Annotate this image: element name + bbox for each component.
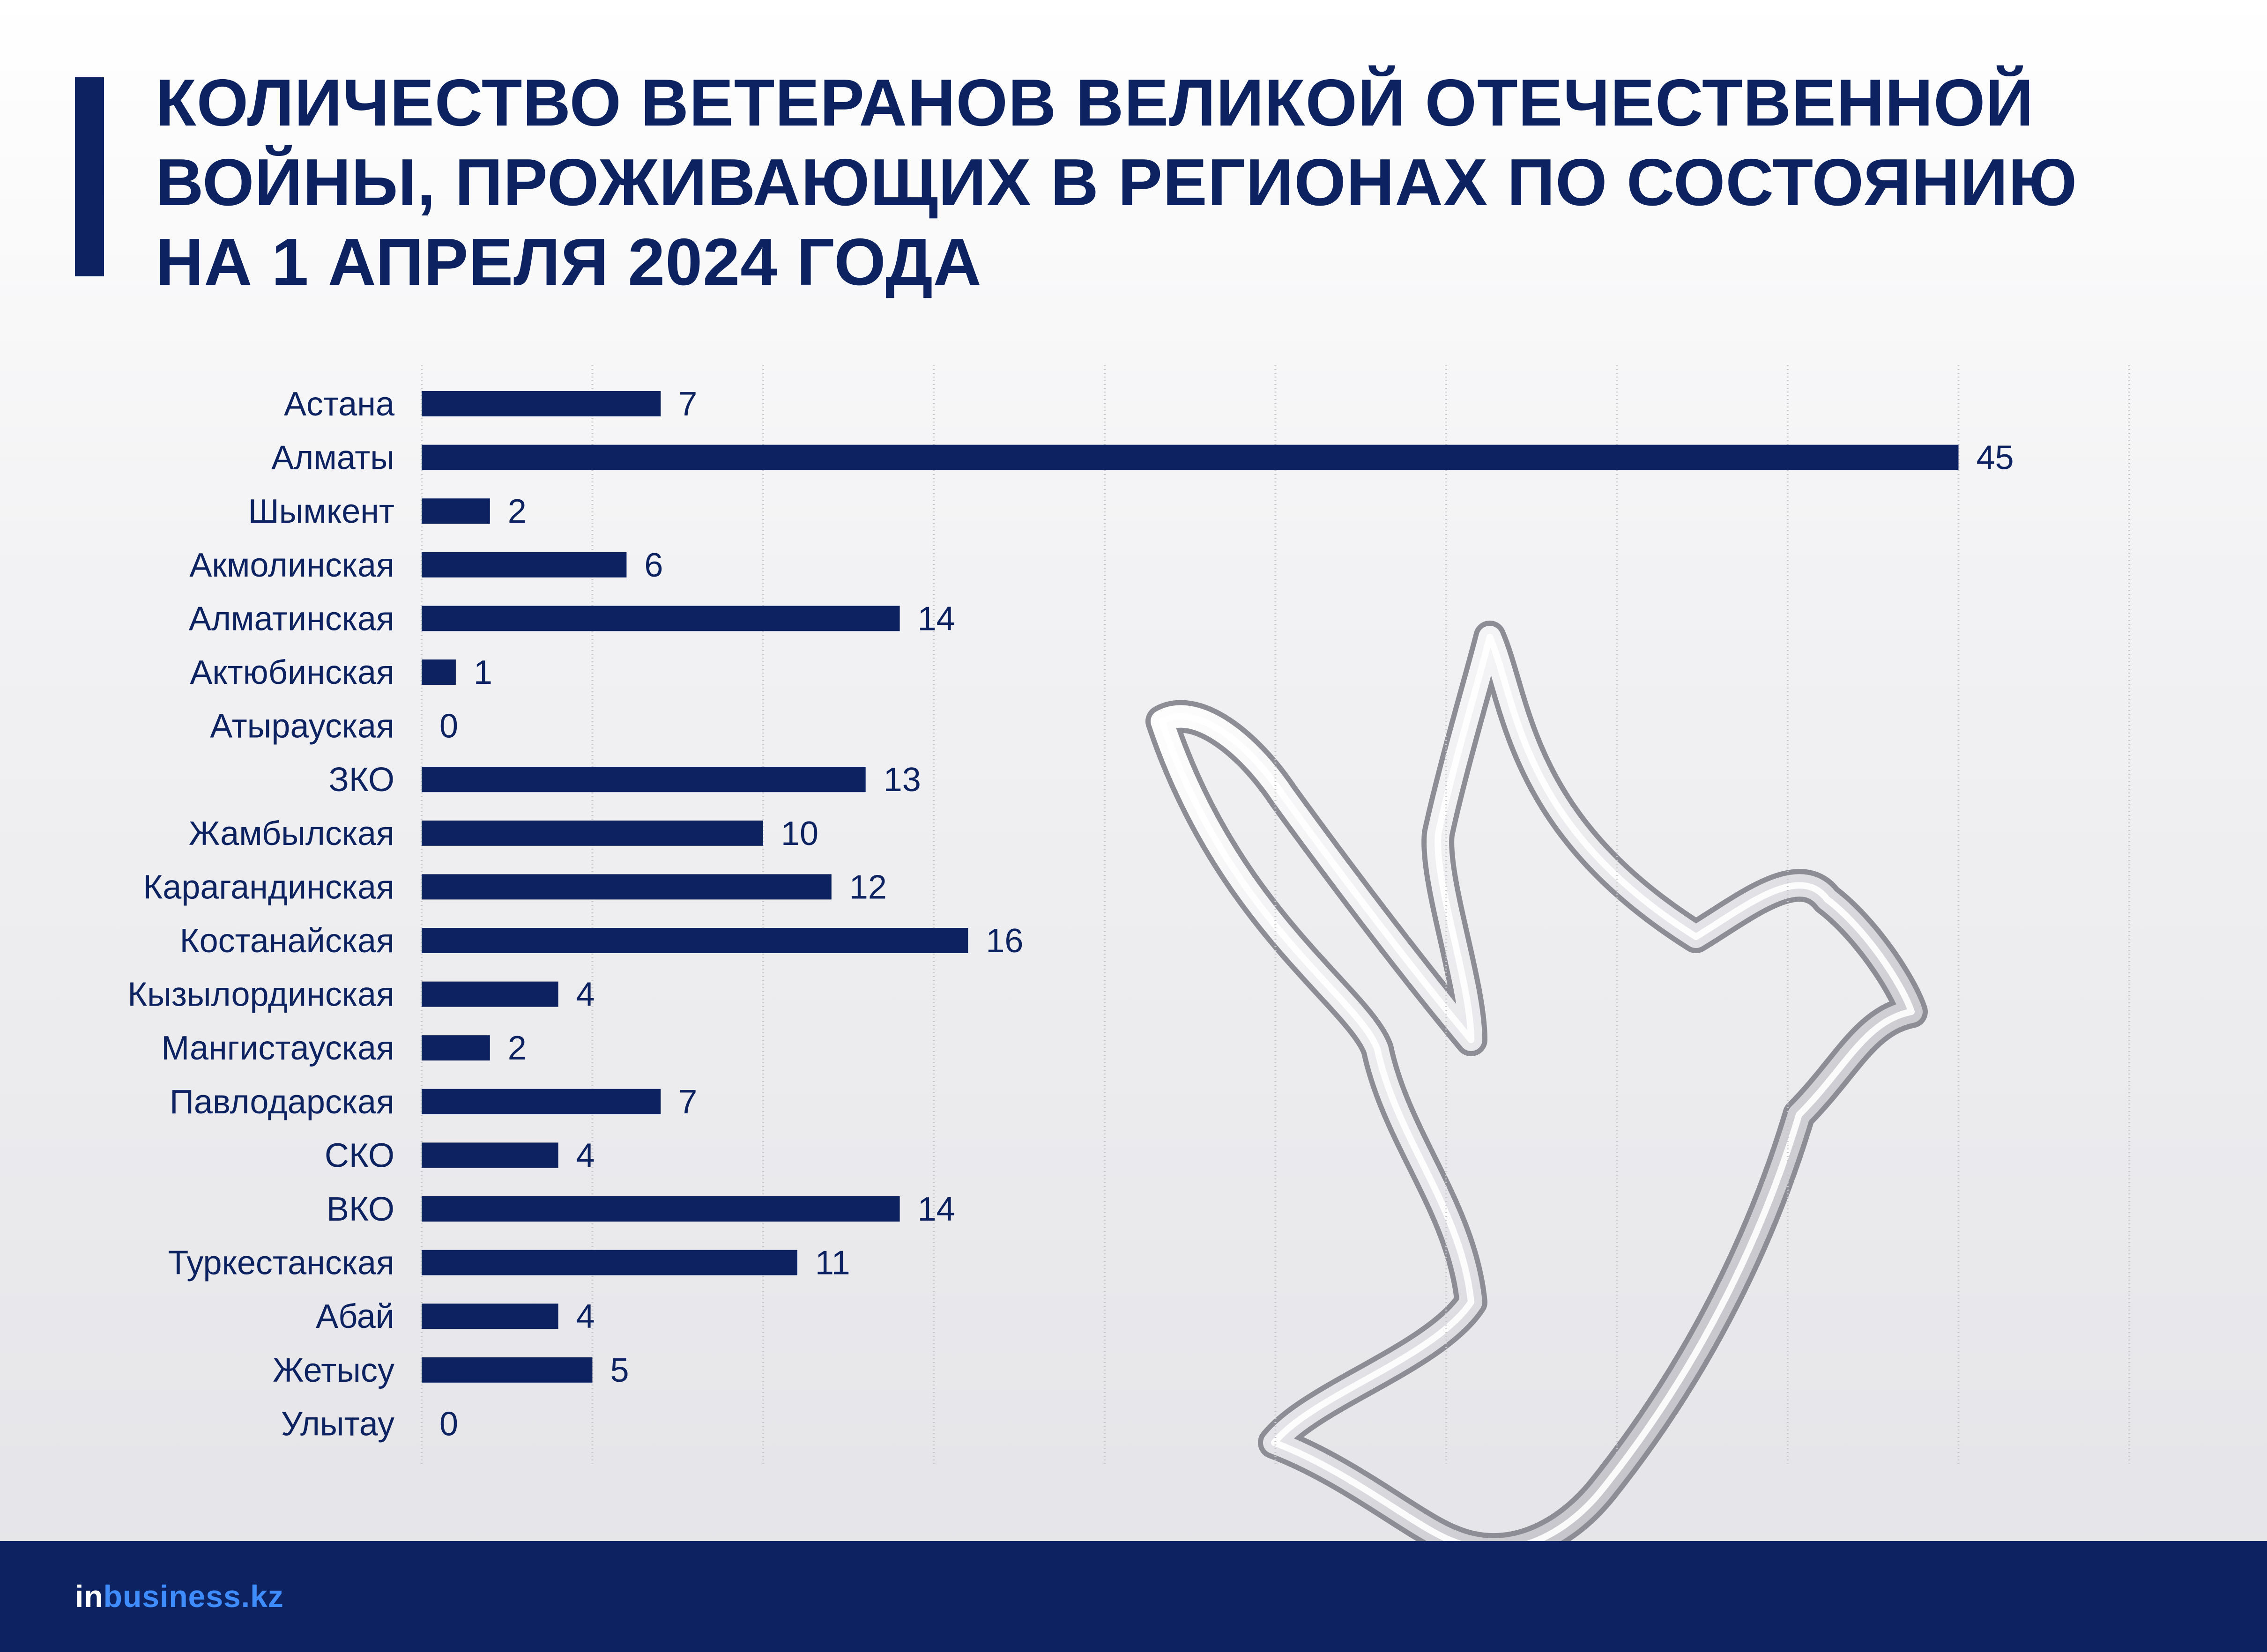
bar xyxy=(422,391,661,416)
value-label: 45 xyxy=(1977,439,2014,477)
category-label: Астана xyxy=(284,385,395,423)
bar xyxy=(422,767,866,793)
bar xyxy=(422,981,558,1007)
category-label: Алматинская xyxy=(189,600,394,637)
value-label: 4 xyxy=(576,976,595,1014)
category-label: Павлодарская xyxy=(170,1083,394,1121)
bar xyxy=(422,444,1959,470)
bar xyxy=(422,928,968,953)
bar xyxy=(422,874,832,900)
value-label: 11 xyxy=(815,1245,850,1282)
bar xyxy=(422,820,763,846)
value-label: 10 xyxy=(781,815,818,852)
dove-icon xyxy=(1145,621,1928,1566)
title-accent-bar xyxy=(75,77,104,276)
bar xyxy=(422,1357,593,1383)
grid-lines xyxy=(421,365,2130,1464)
value-label: 7 xyxy=(678,385,697,423)
logo-text: business.kz xyxy=(103,1579,284,1614)
category-label: Жетысу xyxy=(273,1352,394,1389)
category-label: ВКО xyxy=(327,1191,394,1228)
title-line-3: НА 1 АПРЕЛЯ 2024 ГОДА xyxy=(156,225,982,299)
value-label: 4 xyxy=(576,1298,595,1335)
category-label: ЗКО xyxy=(328,761,394,799)
value-label: 0 xyxy=(439,1405,458,1443)
category-label: Карагандинская xyxy=(143,868,394,906)
category-label: Шымкент xyxy=(248,493,394,530)
title-line-2: ВОЙНЫ, ПРОЖИВАЮЩИХ В РЕГИОНАХ ПО СОСТОЯН… xyxy=(156,145,2078,220)
value-label: 12 xyxy=(849,868,887,906)
category-label: СКО xyxy=(325,1137,394,1174)
category-label: Костанайская xyxy=(180,922,394,960)
footer-band xyxy=(0,1541,2267,1652)
bar xyxy=(422,1196,900,1222)
category-label: Алматы xyxy=(271,439,394,477)
bar xyxy=(422,659,456,685)
bars xyxy=(422,391,1959,1383)
value-label: 16 xyxy=(986,922,1023,960)
bar xyxy=(422,1304,558,1329)
chart-title: КОЛИЧЕСТВО ВЕТЕРАНОВ ВЕЛИКОЙ ОТЕЧЕСТВЕНН… xyxy=(156,63,2170,302)
bar xyxy=(422,1035,490,1061)
value-label: 14 xyxy=(918,1191,955,1228)
category-label: Мангистауская xyxy=(161,1030,394,1067)
value-label: 2 xyxy=(508,1030,527,1067)
category-label: Туркестанская xyxy=(168,1245,394,1282)
value-label: 4 xyxy=(576,1137,595,1174)
brand-logo: inbusiness.kz xyxy=(75,1578,284,1614)
value-label: 14 xyxy=(918,600,955,637)
bar xyxy=(422,1142,558,1168)
category-label: Абай xyxy=(316,1298,394,1335)
value-label: 1 xyxy=(474,654,492,691)
category-label: Акмолинская xyxy=(189,547,394,584)
category-label: Кызылординская xyxy=(127,976,394,1014)
bar xyxy=(422,606,900,631)
value-label: 0 xyxy=(439,708,458,745)
category-label: Жамбылская xyxy=(189,815,394,852)
category-label: Улытау xyxy=(281,1405,394,1443)
bar xyxy=(422,1250,797,1275)
bar xyxy=(422,552,627,578)
value-label: 13 xyxy=(884,761,921,799)
category-label: Актюбинская xyxy=(190,654,394,691)
value-label: 2 xyxy=(508,493,527,530)
bar xyxy=(422,498,490,524)
value-label: 7 xyxy=(678,1083,697,1121)
bar xyxy=(422,1089,661,1114)
title-line-1: КОЛИЧЕСТВО ВЕТЕРАНОВ ВЕЛИКОЙ ОТЕЧЕСТВЕНН… xyxy=(156,66,2034,140)
value-label: 5 xyxy=(610,1352,629,1389)
category-label: Атырауская xyxy=(210,708,394,745)
value-label: 6 xyxy=(644,547,663,584)
logo-prefix: in xyxy=(75,1579,104,1614)
